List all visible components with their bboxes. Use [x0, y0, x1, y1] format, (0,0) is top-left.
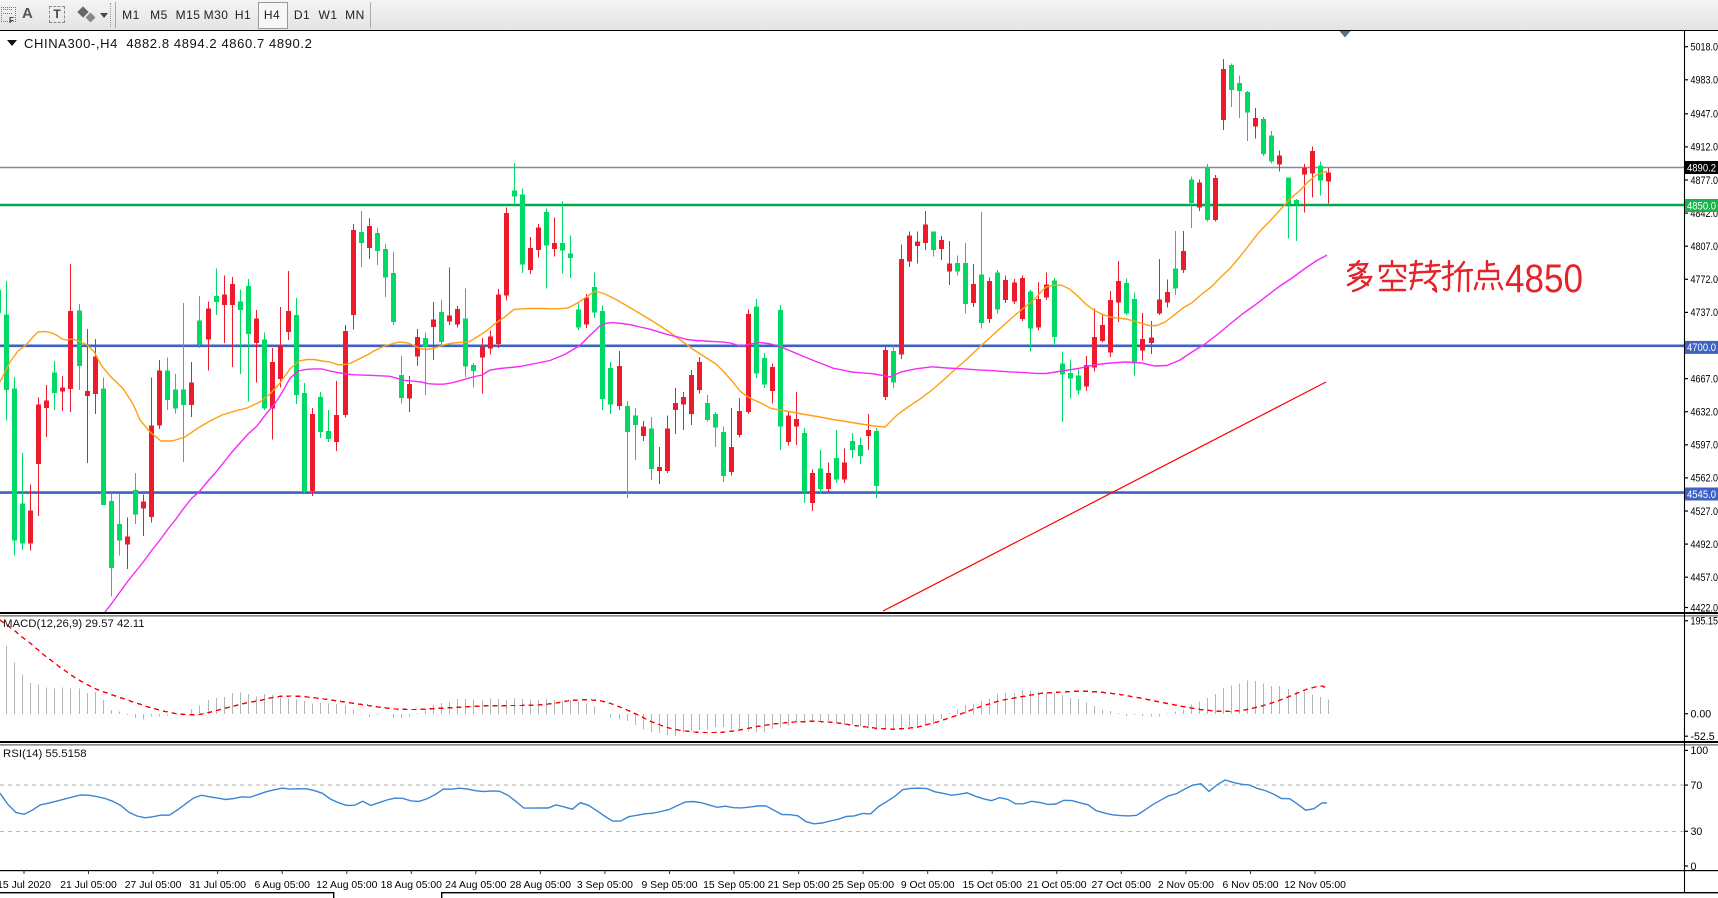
svg-text:CHINA300-,H4 4882.8 4894.2 48: CHINA300-,H4 4882.8 4894.2 4860.7 4890.2 — [24, 36, 312, 51]
svg-text:27 Oct 05:00: 27 Oct 05:00 — [1092, 880, 1152, 891]
svg-text:100: 100 — [1691, 745, 1709, 757]
svg-text:4492.0: 4492.0 — [1691, 539, 1718, 551]
svg-text:30: 30 — [1691, 826, 1703, 838]
svg-text:28 Aug 05:00: 28 Aug 05:00 — [510, 880, 571, 891]
svg-text:25 Sep 05:00: 25 Sep 05:00 — [832, 880, 894, 891]
svg-text:4737.0: 4737.0 — [1691, 307, 1718, 319]
svg-text:21 Jul 05:00: 21 Jul 05:00 — [60, 880, 117, 891]
svg-text:31 Jul 05:00: 31 Jul 05:00 — [189, 880, 246, 891]
svg-text:0: 0 — [1691, 861, 1697, 873]
svg-text:4422.0: 4422.0 — [1691, 602, 1718, 614]
svg-text:21 Sep 05:00: 21 Sep 05:00 — [768, 880, 830, 891]
svg-text:4947.0: 4947.0 — [1691, 109, 1718, 121]
svg-text:4562.0: 4562.0 — [1691, 473, 1718, 485]
svg-text:4890.2: 4890.2 — [1687, 162, 1716, 174]
svg-text:12 Nov 05:00: 12 Nov 05:00 — [1284, 880, 1346, 891]
svg-text:6 Aug 05:00: 6 Aug 05:00 — [254, 880, 310, 891]
svg-text:-52.5: -52.5 — [1691, 731, 1715, 743]
svg-text:4527.0: 4527.0 — [1691, 506, 1718, 518]
svg-text:3 Sep 05:00: 3 Sep 05:00 — [577, 880, 633, 891]
svg-text:9 Sep 05:00: 9 Sep 05:00 — [641, 880, 697, 891]
svg-text:4545.0: 4545.0 — [1687, 489, 1716, 501]
svg-text:12 Aug 05:00: 12 Aug 05:00 — [316, 880, 377, 891]
svg-text:9 Oct 05:00: 9 Oct 05:00 — [901, 880, 955, 891]
svg-text:4700.0: 4700.0 — [1687, 342, 1716, 354]
svg-text:4457.0: 4457.0 — [1691, 572, 1718, 584]
svg-text:4772.0: 4772.0 — [1691, 274, 1718, 286]
svg-text:4597.0: 4597.0 — [1691, 440, 1718, 452]
svg-text:27 Jul 05:00: 27 Jul 05:00 — [125, 880, 182, 891]
svg-text:RSI(14) 55.5158: RSI(14) 55.5158 — [3, 748, 87, 760]
svg-text:4667.0: 4667.0 — [1691, 373, 1718, 385]
svg-text:MACD(12,26,9) 29.57 42.11: MACD(12,26,9) 29.57 42.11 — [3, 618, 145, 630]
svg-text:2 Nov 05:00: 2 Nov 05:00 — [1158, 880, 1214, 891]
svg-text:4912.0: 4912.0 — [1691, 142, 1718, 154]
svg-text:4983.0: 4983.0 — [1691, 75, 1718, 87]
svg-text:15 Oct 05:00: 15 Oct 05:00 — [962, 880, 1022, 891]
svg-text:4850: 4850 — [1505, 257, 1583, 301]
svg-text:4877.0: 4877.0 — [1691, 175, 1718, 187]
svg-text:5018.0: 5018.0 — [1691, 42, 1718, 54]
svg-text:0.00: 0.00 — [1691, 709, 1712, 721]
svg-text:21 Oct 05:00: 21 Oct 05:00 — [1027, 880, 1087, 891]
svg-text:70: 70 — [1691, 780, 1703, 792]
svg-text:15 Sep 05:00: 15 Sep 05:00 — [703, 880, 765, 891]
svg-text:4850.0: 4850.0 — [1687, 200, 1716, 212]
svg-text:195.15: 195.15 — [1691, 616, 1718, 628]
svg-text:4632.0: 4632.0 — [1691, 407, 1718, 419]
svg-text:24 Aug 05:00: 24 Aug 05:00 — [445, 880, 506, 891]
svg-text:6 Nov 05:00: 6 Nov 05:00 — [1222, 880, 1278, 891]
svg-text:15 Jul 2020: 15 Jul 2020 — [0, 880, 51, 891]
svg-text:18 Aug 05:00: 18 Aug 05:00 — [381, 880, 442, 891]
svg-text:4807.0: 4807.0 — [1691, 241, 1718, 253]
